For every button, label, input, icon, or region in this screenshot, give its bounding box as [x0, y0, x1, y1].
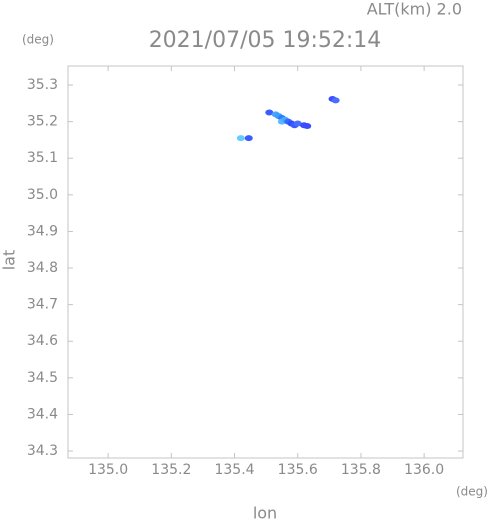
x-tick-label: 135.2: [151, 462, 191, 478]
echo-point: [293, 120, 302, 127]
echo-point: [244, 135, 253, 142]
echo-point: [303, 123, 312, 130]
y-axis-label: lat: [0, 250, 19, 271]
y-tick-label: 34.7: [27, 297, 58, 313]
chart-subtitle: ALT(km) 2.0: [367, 0, 462, 19]
plot-frame: [67, 65, 464, 459]
y-tick-label: 35.1: [27, 150, 58, 166]
y-tick-label: 34.4: [27, 406, 58, 422]
x-tick-label: 135.8: [341, 462, 381, 478]
y-tick-label: 35.0: [27, 187, 58, 203]
y-tick-label: 35.2: [27, 114, 58, 130]
x-axis-label: lon: [253, 504, 277, 521]
y-tick-label: 34.9: [27, 223, 58, 239]
y-tick-label: 34.3: [27, 443, 58, 459]
chart-title: 2021/07/05 19:52:14: [149, 28, 382, 53]
y-tick-label: 34.6: [27, 333, 58, 349]
x-tick-label: 135.0: [88, 462, 128, 478]
y-tick-label: 34.8: [27, 260, 58, 276]
x-tick-label: 135.4: [214, 462, 254, 478]
x-tick-label: 135.6: [278, 462, 318, 478]
echo-point: [265, 109, 274, 116]
y-tick-label: 35.3: [27, 77, 58, 93]
y-unit: (deg): [22, 33, 54, 47]
echo-point: [236, 135, 245, 142]
y-tick-label: 34.5: [27, 370, 58, 386]
echo-point: [331, 97, 340, 104]
x-unit: (deg): [456, 485, 488, 499]
x-tick-label: 136.0: [404, 462, 444, 478]
